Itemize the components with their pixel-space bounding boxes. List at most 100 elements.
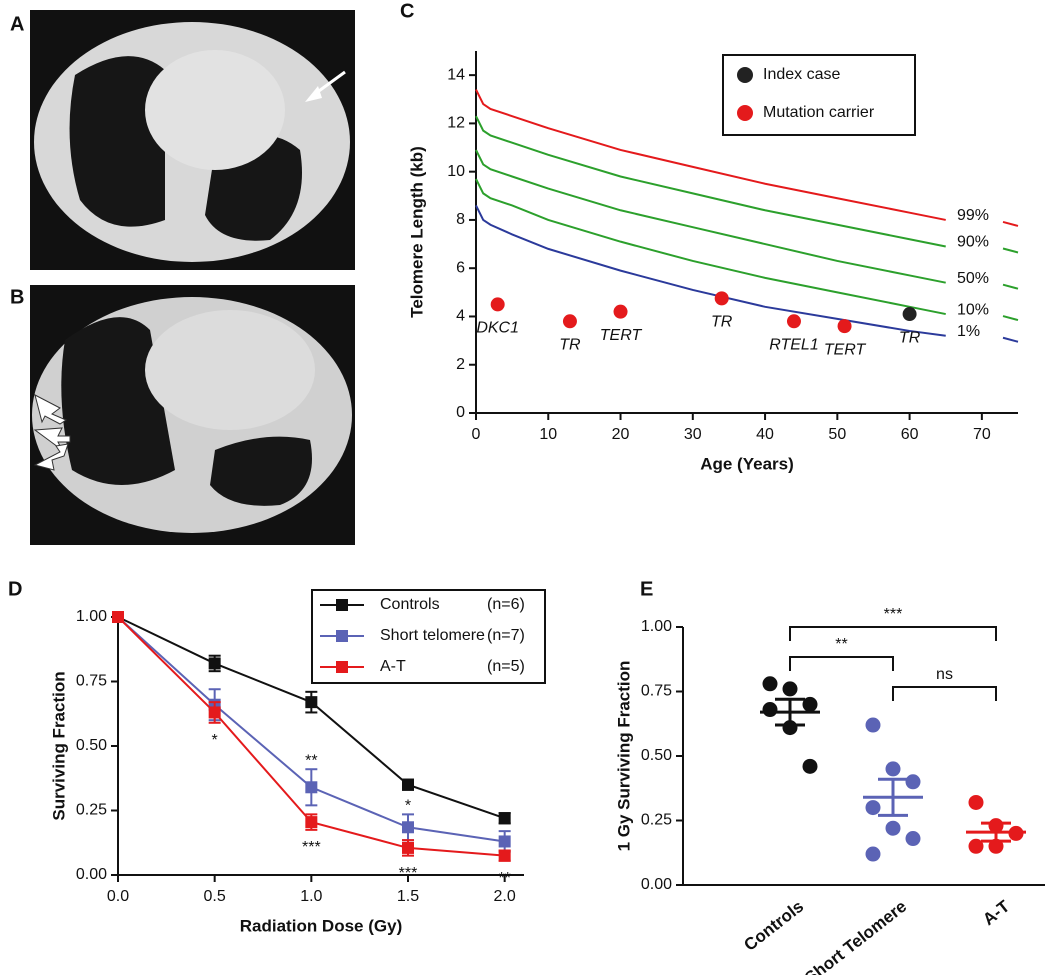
percentile-key (1002, 315, 1019, 322)
data-point (305, 781, 318, 794)
x-tick-label: 20 (612, 426, 630, 443)
significance: *** (399, 865, 418, 882)
data-point (613, 304, 628, 319)
point-label: TR (899, 329, 921, 346)
ct-image-b (30, 285, 355, 545)
data-point (782, 681, 798, 697)
significance-bracket (789, 656, 894, 671)
data-point (490, 297, 505, 312)
percentile-key (1002, 220, 1019, 227)
sem-bar (775, 697, 805, 727)
significance: *** (884, 606, 903, 623)
panel-label: D (8, 578, 22, 600)
legend-label: Index case (763, 66, 840, 83)
legend-marker (737, 105, 753, 121)
y-tick-label: 0.75 (76, 673, 107, 690)
point-label: TR (711, 314, 733, 331)
legend-note: (n=6) (487, 596, 525, 613)
data-point (837, 319, 852, 334)
legend-note: (n=7) (487, 627, 525, 644)
legend-label: A-T (380, 658, 406, 675)
significance: ns (936, 666, 953, 683)
point-label: TERT (824, 341, 867, 358)
legend-marker (336, 661, 348, 673)
data-point (498, 835, 511, 848)
significance-bracket (892, 686, 997, 701)
data-point (305, 696, 318, 709)
legend-label: Short telomere (380, 627, 485, 644)
data-point (208, 706, 221, 719)
x-axis-title: Radiation Dose (Gy) (240, 916, 402, 935)
y-tick-label: 0.25 (641, 812, 672, 829)
significance: * (212, 732, 218, 749)
x-tick-label: 0.5 (204, 888, 226, 905)
x-tick-label: Controls (740, 897, 807, 955)
y-axis-title: 1 Gy Surviving Fraction (614, 661, 633, 852)
sem-bar (878, 777, 908, 817)
x-tick-label: 10 (539, 426, 557, 443)
percentile-line (475, 115, 946, 248)
data-point (902, 307, 917, 322)
x-tick-label: A-T (979, 896, 1014, 929)
panel-label: A (10, 13, 24, 35)
legend-note: (n=5) (487, 658, 525, 675)
y-tick-label: 8 (456, 211, 465, 228)
panel-label: E (640, 578, 653, 600)
x-tick-label: 40 (756, 426, 774, 443)
percentile-line (475, 178, 946, 316)
x-tick-label: Short Telomere (801, 897, 910, 975)
y-tick-label: 6 (456, 259, 465, 276)
y-tick-label: 0.75 (641, 683, 672, 700)
x-tick-label: 70 (973, 426, 991, 443)
panel-label: B (10, 286, 24, 308)
data-point (865, 846, 881, 862)
data-point (402, 778, 414, 791)
data-point (968, 838, 984, 854)
y-tick-label: 0.00 (76, 866, 107, 883)
percentile-line (475, 205, 946, 337)
data-point (885, 761, 901, 777)
percentile-key (1002, 336, 1019, 343)
x-tick-label: 1.5 (397, 888, 419, 905)
y-tick-label: 10 (447, 163, 465, 180)
significance-bracket (789, 626, 997, 641)
y-tick-label: 0.50 (641, 747, 672, 764)
point-label: DKC1 (476, 320, 519, 337)
data-point (402, 821, 414, 834)
legend-box (722, 54, 916, 136)
percentile-key (1002, 283, 1019, 290)
data-point (714, 291, 729, 306)
legend-marker (336, 630, 348, 642)
x-tick-label: 0 (472, 426, 481, 443)
data-point (305, 816, 318, 829)
ct-image-a (30, 10, 355, 270)
data-point (762, 702, 778, 718)
significance: *** (302, 839, 321, 856)
data-point (498, 812, 511, 825)
data-point (498, 849, 511, 862)
y-tick-label: 1.00 (76, 608, 107, 625)
data-point (865, 800, 881, 816)
y-tick-label: 0.50 (76, 737, 107, 754)
y-axis-title: Telomere Length (kb) (407, 146, 426, 318)
y-tick-label: 1.00 (641, 618, 672, 635)
y-tick-label: 0.00 (641, 876, 672, 893)
significance: ** (498, 870, 510, 887)
point-label: RTEL1 (769, 337, 819, 354)
percentile-label: 90% (957, 234, 989, 251)
data-point (402, 841, 414, 854)
panel-label: C (400, 0, 414, 22)
legend-marker (336, 599, 348, 611)
data-point (802, 758, 818, 774)
percentile-key (1002, 247, 1019, 254)
x-tick-label: 2.0 (494, 888, 516, 905)
data-point (968, 794, 984, 810)
percentile-label: 50% (957, 270, 989, 287)
x-tick-label: 1.0 (300, 888, 322, 905)
x-tick-label: 50 (828, 426, 846, 443)
significance: ** (835, 636, 847, 653)
sem-bar (981, 821, 1011, 843)
data-point (802, 696, 818, 712)
significance: ** (305, 752, 317, 769)
data-point (905, 774, 921, 790)
